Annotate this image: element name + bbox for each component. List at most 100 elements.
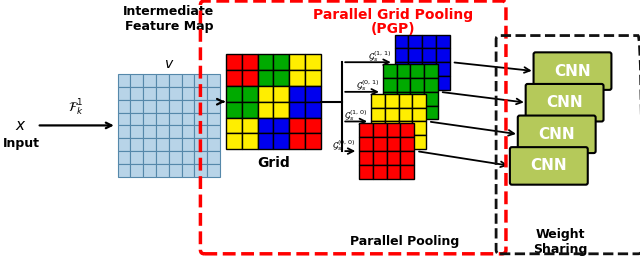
Text: Input: Input xyxy=(3,137,40,150)
Bar xyxy=(182,87,195,100)
FancyBboxPatch shape xyxy=(525,84,604,121)
Bar xyxy=(401,151,414,165)
Text: CNN: CNN xyxy=(554,64,591,78)
Bar xyxy=(169,113,182,125)
Bar xyxy=(118,151,131,164)
Bar xyxy=(257,54,273,70)
Bar xyxy=(195,113,207,125)
Bar xyxy=(401,165,414,179)
Bar xyxy=(305,54,321,70)
Bar xyxy=(207,164,220,177)
FancyBboxPatch shape xyxy=(518,116,596,153)
Bar xyxy=(422,34,436,48)
Bar xyxy=(395,62,408,76)
Bar xyxy=(207,138,220,151)
Bar xyxy=(169,87,182,100)
Bar xyxy=(182,113,195,125)
Bar xyxy=(410,92,424,106)
Text: $x$: $x$ xyxy=(15,118,27,133)
Text: Feature Map: Feature Map xyxy=(125,20,213,33)
Bar xyxy=(408,76,422,90)
Bar xyxy=(182,74,195,87)
FancyBboxPatch shape xyxy=(510,147,588,185)
Bar xyxy=(399,94,412,108)
Bar xyxy=(422,62,436,76)
Bar xyxy=(118,74,131,87)
Bar xyxy=(397,92,410,106)
Text: Grid: Grid xyxy=(257,156,290,170)
Bar xyxy=(143,87,156,100)
Bar xyxy=(195,151,207,164)
Bar xyxy=(371,121,385,135)
Bar xyxy=(395,76,408,90)
Text: Intermediate: Intermediate xyxy=(124,5,214,18)
Bar xyxy=(169,164,182,177)
Bar xyxy=(226,86,242,102)
Bar xyxy=(289,86,305,102)
Bar xyxy=(131,138,143,151)
Bar xyxy=(118,113,131,125)
Bar xyxy=(305,70,321,86)
Bar xyxy=(156,164,169,177)
Text: $\mathcal{G}_s^{(0,1)}$: $\mathcal{G}_s^{(0,1)}$ xyxy=(356,78,379,93)
Bar xyxy=(143,164,156,177)
Bar xyxy=(169,100,182,113)
Bar xyxy=(422,48,436,62)
Bar xyxy=(182,100,195,113)
Text: $\mathcal{G}_s^{(1,0)}$: $\mathcal{G}_s^{(1,0)}$ xyxy=(344,108,367,123)
Bar xyxy=(436,62,450,76)
Bar xyxy=(242,118,257,133)
Bar xyxy=(410,64,424,78)
Bar xyxy=(359,124,373,137)
Bar xyxy=(289,70,305,86)
Bar xyxy=(195,164,207,177)
Bar xyxy=(385,108,399,121)
Bar xyxy=(131,151,143,164)
Bar xyxy=(412,108,426,121)
Bar xyxy=(305,118,321,133)
Bar xyxy=(207,87,220,100)
Bar xyxy=(131,113,143,125)
Bar xyxy=(424,106,438,119)
FancyBboxPatch shape xyxy=(534,52,611,90)
Bar xyxy=(273,133,289,149)
Bar xyxy=(412,94,426,108)
Bar xyxy=(242,54,257,70)
Bar xyxy=(182,151,195,164)
Bar xyxy=(408,48,422,62)
Bar xyxy=(387,165,401,179)
Bar xyxy=(385,121,399,135)
Bar xyxy=(226,133,242,149)
Bar xyxy=(395,34,408,48)
Bar xyxy=(399,135,412,149)
Bar xyxy=(408,34,422,48)
Bar xyxy=(359,137,373,151)
Bar xyxy=(182,164,195,177)
Bar xyxy=(397,64,410,78)
Bar xyxy=(385,135,399,149)
Text: CNN: CNN xyxy=(538,127,575,142)
Bar xyxy=(195,87,207,100)
Bar xyxy=(242,70,257,86)
Bar xyxy=(143,113,156,125)
Bar xyxy=(436,34,450,48)
Bar xyxy=(289,102,305,118)
Text: $\mathcal{G}_s^{(0,0)}$: $\mathcal{G}_s^{(0,0)}$ xyxy=(332,138,355,153)
Bar xyxy=(401,137,414,151)
Text: CNN: CNN xyxy=(531,159,567,174)
Bar xyxy=(118,100,131,113)
Bar xyxy=(156,138,169,151)
Bar xyxy=(156,151,169,164)
Bar xyxy=(359,165,373,179)
Bar xyxy=(273,102,289,118)
Bar xyxy=(226,118,242,133)
Bar xyxy=(242,102,257,118)
Bar xyxy=(373,165,387,179)
Bar xyxy=(182,138,195,151)
Bar xyxy=(373,137,387,151)
Bar xyxy=(143,125,156,138)
Bar xyxy=(373,151,387,165)
Bar xyxy=(387,151,401,165)
Bar xyxy=(399,108,412,121)
Bar xyxy=(131,164,143,177)
